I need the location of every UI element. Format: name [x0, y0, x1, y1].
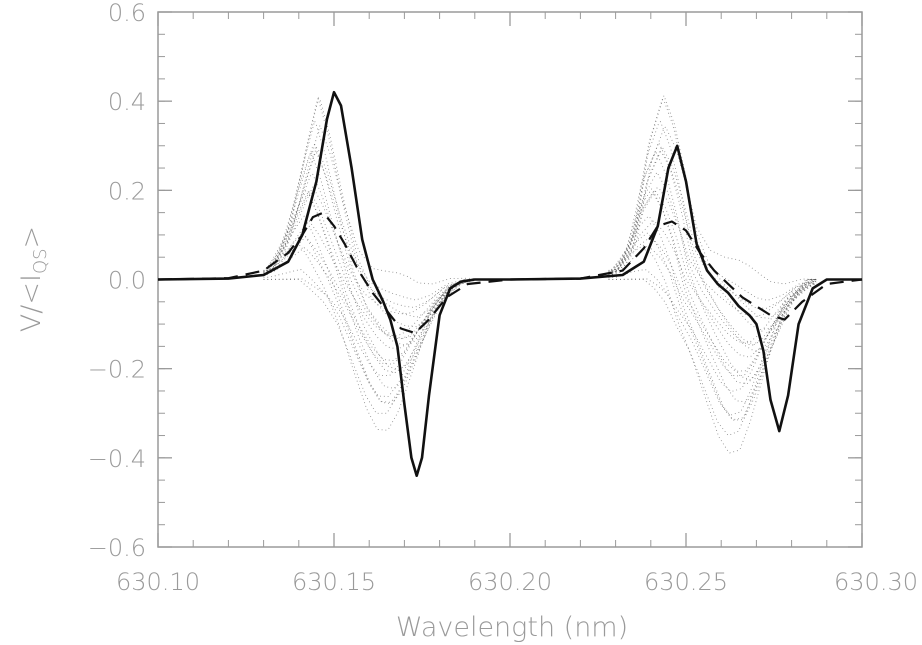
dotted-profile	[608, 190, 817, 358]
dotted-profile	[263, 279, 475, 414]
x-tick-label: 630.25	[644, 568, 728, 596]
y-axis-title-subscript: QS	[30, 248, 51, 274]
y-tick-label: 0.4	[108, 88, 146, 116]
dotted-cloud	[608, 94, 817, 454]
dotted-profile	[608, 232, 817, 421]
chart-series	[157, 90, 863, 477]
y-axis-title-close: >	[16, 226, 47, 249]
dotted-profile	[608, 150, 817, 309]
dotted-profile	[608, 98, 817, 331]
dotted-profile	[263, 119, 475, 346]
dotted-profile	[263, 124, 475, 285]
dotted-profile	[263, 173, 475, 340]
x-axis-title: Wavelength (nm)	[396, 612, 628, 643]
x-tick-label: 630.20	[468, 568, 552, 596]
dotted-profile	[608, 187, 817, 318]
dotted-profile	[263, 98, 475, 318]
dotted-profile	[608, 126, 817, 285]
dotted-profile	[263, 278, 475, 377]
dotted-profile	[263, 190, 475, 350]
dotted-profile	[608, 244, 817, 454]
y-tick-label: 0.2	[108, 177, 146, 205]
dotted-profile	[263, 96, 475, 328]
dotted-profile	[608, 187, 817, 403]
dotted-profile	[608, 219, 817, 344]
dotted-profile	[263, 220, 475, 337]
dotted-profile	[608, 151, 817, 381]
y-axis-title: V/<IQS>	[16, 226, 51, 332]
x-tick-label: 630.15	[292, 568, 376, 596]
dotted-profile	[263, 244, 475, 431]
dotted-profile	[608, 269, 817, 416]
x-tick-label: 630.10	[116, 568, 200, 596]
dotted-profile	[263, 144, 475, 339]
dotted-profile	[263, 185, 475, 315]
y-axis-title-main: V/<I	[16, 274, 47, 332]
dotted-profile	[608, 236, 817, 372]
y-tick-label: −0.6	[88, 534, 146, 562]
y-tick-label: 0.6	[108, 0, 146, 27]
y-tick-label: 0.0	[108, 267, 146, 295]
dotted-profile	[608, 141, 817, 346]
dotted-profile	[263, 146, 475, 301]
dotted-profile	[608, 120, 817, 352]
dotted-profile	[263, 189, 475, 389]
dotted-profile-clouds	[263, 94, 817, 454]
dotted-profile	[608, 278, 817, 393]
dotted-profile	[263, 192, 475, 373]
solid-profile-line	[157, 90, 862, 477]
dotted-profile	[608, 94, 817, 319]
dotted-profile	[263, 232, 475, 403]
y-tick-label: −0.4	[88, 445, 146, 473]
dotted-profile	[263, 150, 475, 371]
x-tick-label: 630.30	[834, 568, 918, 596]
dashed-profile-line	[157, 211, 863, 335]
y-tick-label: −0.2	[88, 356, 146, 384]
tick-labels: 630.10 630.15 630.20 630.25 630.30 0.6 0.4 0.2 0…	[88, 0, 918, 596]
